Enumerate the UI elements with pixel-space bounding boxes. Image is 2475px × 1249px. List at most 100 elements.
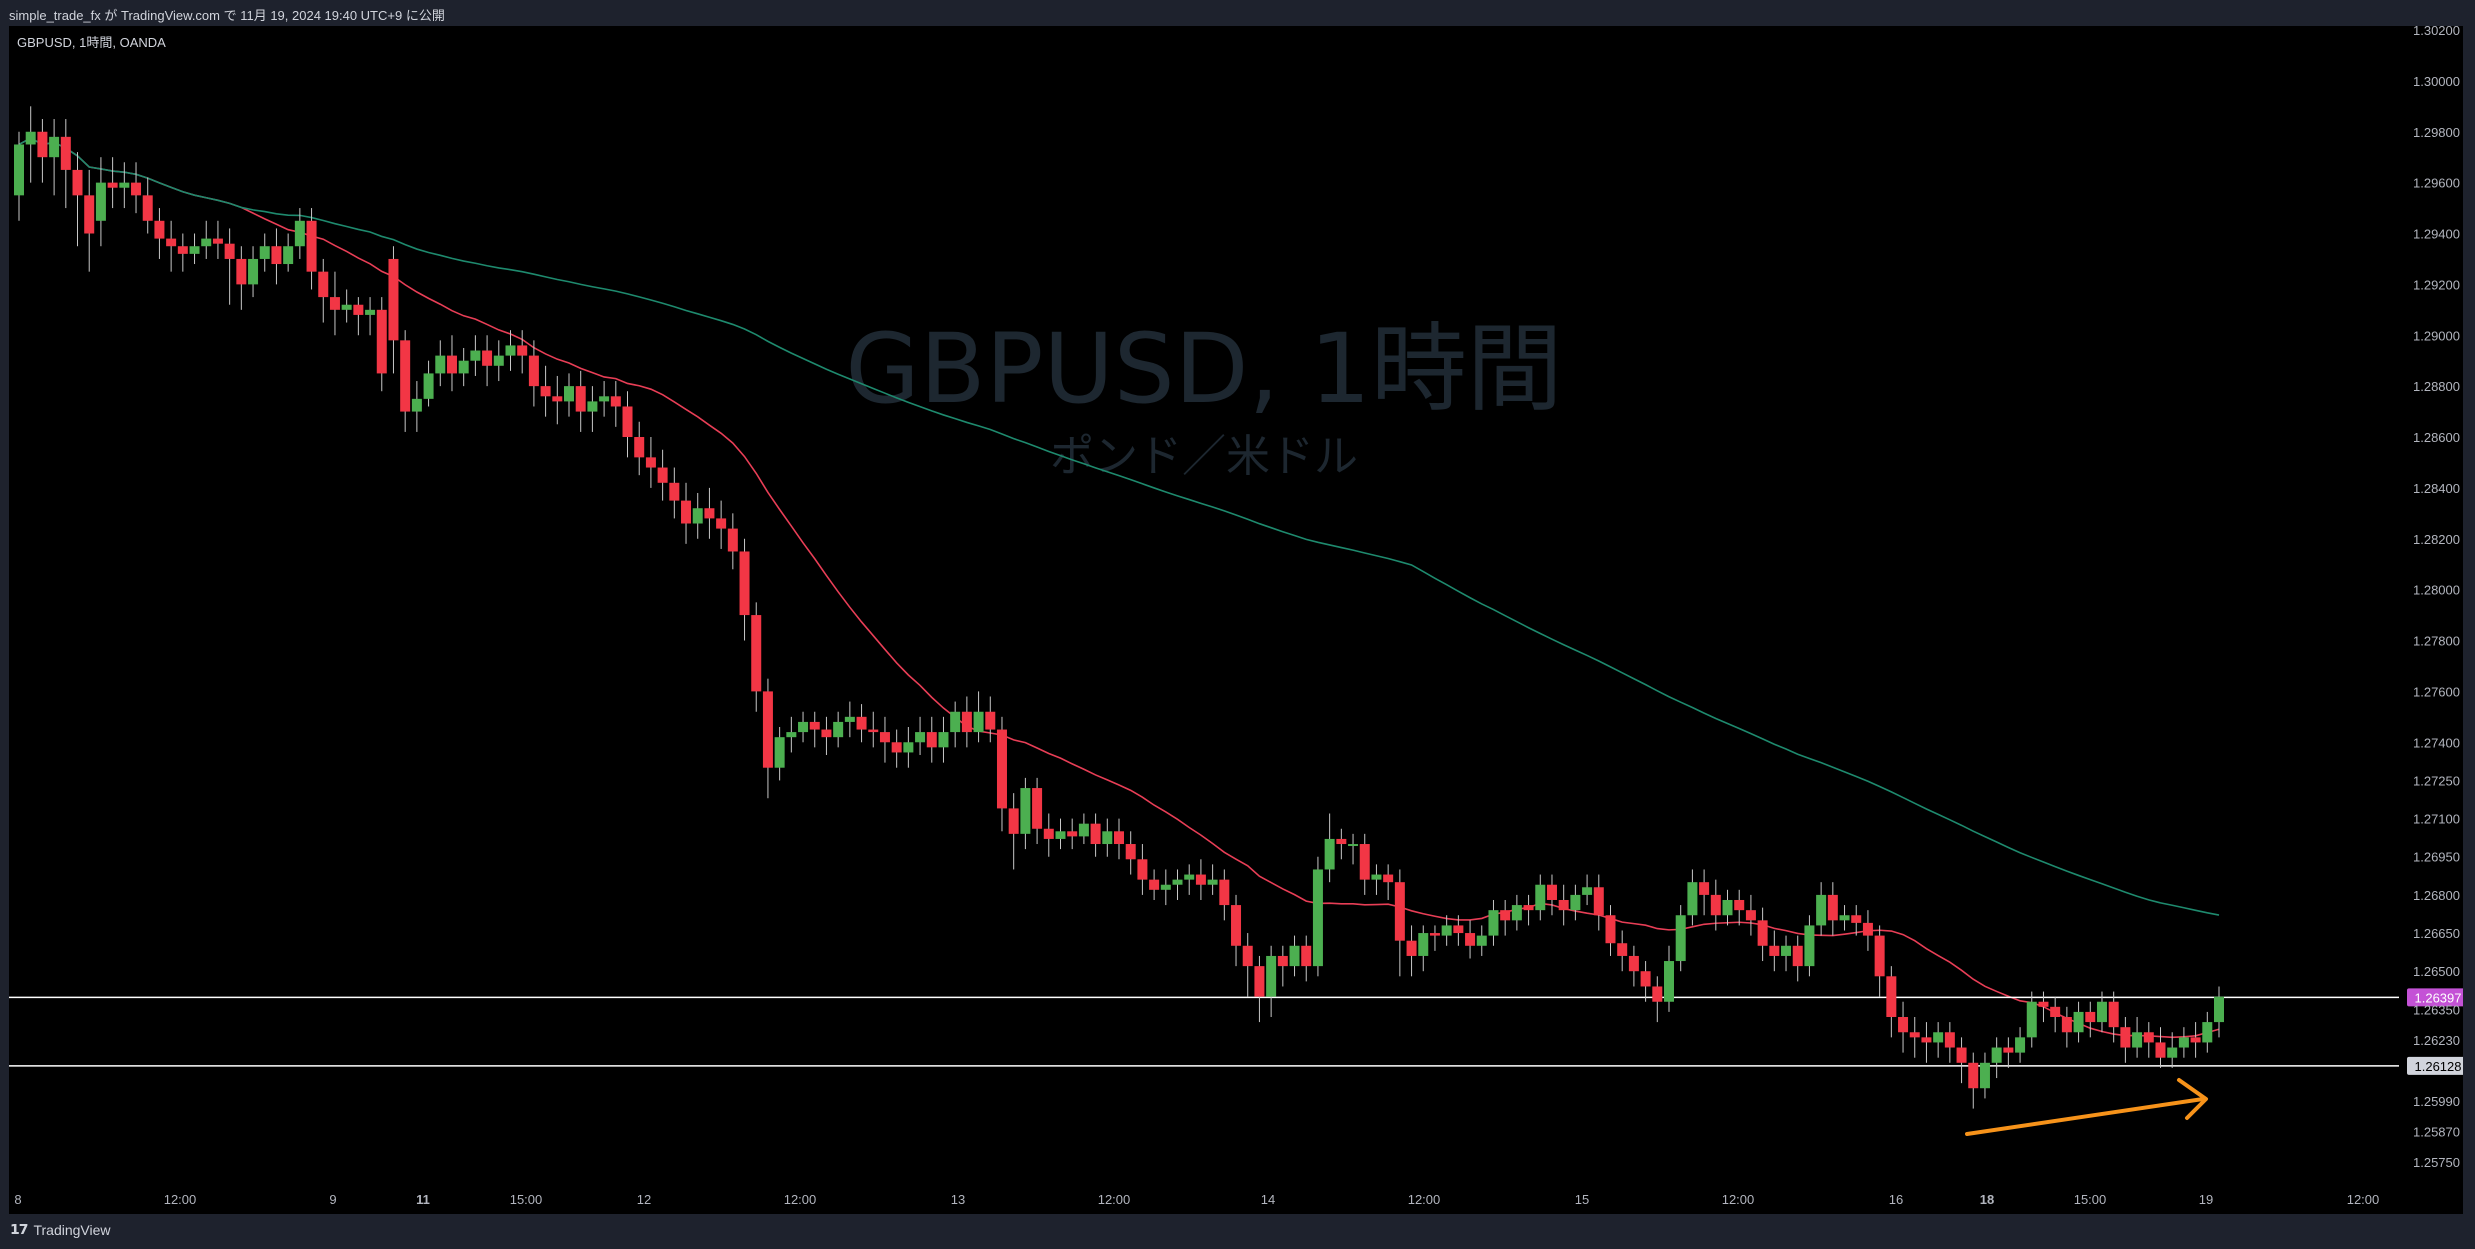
- candle-body: [2167, 1047, 2178, 1058]
- candle-body: [1862, 922, 1873, 936]
- candle-body: [1816, 894, 1827, 926]
- candle: [1710, 879, 1721, 931]
- candle: [2190, 1022, 2201, 1058]
- candle-body: [84, 195, 95, 234]
- candle-body: [2038, 1001, 2049, 1007]
- candle: [482, 335, 493, 387]
- candle: [1289, 935, 1300, 977]
- candle: [1605, 905, 1616, 956]
- candle-body: [107, 182, 118, 188]
- candle: [1804, 915, 1815, 977]
- candle: [1839, 905, 1850, 931]
- x-axis-tick-label: 12:00: [1098, 1192, 1131, 1207]
- candle-body: [482, 350, 493, 366]
- candle: [505, 330, 516, 371]
- candle-body: [903, 742, 914, 753]
- candle: [1956, 1037, 1967, 1084]
- candle: [1277, 945, 1288, 987]
- candle-body: [2108, 1001, 2119, 1028]
- candle-body: [1827, 894, 1838, 921]
- candle-body: [49, 136, 60, 158]
- candle: [517, 330, 528, 374]
- candle-body: [166, 238, 177, 247]
- candle-body: [1394, 882, 1405, 941]
- candle: [2050, 996, 2061, 1033]
- y-axis-tick-label: 1.27600: [2413, 684, 2460, 699]
- candle: [283, 233, 294, 272]
- candle: [1184, 864, 1195, 895]
- price-tag: [2407, 988, 2463, 1007]
- candle: [1465, 920, 1476, 959]
- candle-body: [1383, 874, 1394, 883]
- y-axis-tick-label: 1.29400: [2413, 227, 2460, 242]
- candle-body: [1231, 905, 1242, 946]
- candle-body: [1114, 831, 1124, 845]
- candle-body: [1535, 884, 1546, 911]
- x-axis-tick-label: 19: [2199, 1192, 2213, 1207]
- x-axis-tick-label: 18: [1980, 1192, 1994, 1207]
- candle: [72, 152, 83, 247]
- candle: [1991, 1037, 2002, 1079]
- candle: [762, 678, 773, 799]
- x-axis-tick-label: 12:00: [2347, 1192, 2380, 1207]
- candle-body: [1956, 1047, 1967, 1063]
- x-axis-tick-label: 14: [1261, 1192, 1275, 1207]
- candle-body: [131, 182, 142, 196]
- candle-body: [1488, 910, 1499, 936]
- candle-body: [1968, 1062, 1979, 1089]
- trend-arrow-head: [2177, 1078, 2208, 1120]
- y-axis-tick-label: 1.27400: [2413, 735, 2460, 750]
- candle: [1769, 930, 1780, 972]
- x-axis-tick-label: 12: [637, 1192, 651, 1207]
- y-axis-tick-label: 1.27800: [2413, 634, 2460, 649]
- candle-body: [681, 500, 692, 524]
- candle: [938, 716, 949, 763]
- candle-body: [224, 243, 235, 259]
- chart-panel[interactable]: GBPUSD, 1時間 ポンド／米ドル 1.26397 1.26128 1.3020…: [9, 26, 2463, 1214]
- candle: [388, 246, 399, 374]
- candle-body: [283, 246, 294, 265]
- candle: [1792, 935, 1803, 982]
- candle: [318, 258, 329, 323]
- candle-body: [2202, 1022, 2213, 1043]
- candle: [528, 340, 539, 407]
- candle-body: [236, 258, 247, 285]
- price-tag: [2407, 1056, 2463, 1075]
- candle-body: [259, 246, 270, 259]
- tradingview-brand[interactable]: 𝟭𝟳 TradingView: [10, 1221, 111, 1238]
- candle: [329, 271, 340, 336]
- candle-body: [1055, 831, 1066, 839]
- moving-average-slow-line: [18, 137, 2220, 916]
- candle-body: [411, 398, 422, 412]
- candle-body: [716, 518, 727, 529]
- candle: [201, 220, 212, 259]
- candle: [739, 538, 750, 641]
- candle-body: [2085, 1011, 2096, 1023]
- candle: [166, 220, 177, 272]
- candle: [423, 360, 434, 407]
- candle-body: [1991, 1047, 2002, 1063]
- candle: [1348, 833, 1359, 865]
- candle: [1652, 976, 1663, 1023]
- candle: [365, 297, 376, 336]
- candle-body: [1301, 945, 1312, 967]
- candle: [1160, 869, 1171, 906]
- candle: [681, 482, 692, 544]
- candle-body: [212, 238, 223, 244]
- candle: [2178, 1027, 2189, 1058]
- candle: [435, 340, 446, 387]
- candle-body: [1546, 884, 1557, 900]
- candle-body: [119, 182, 130, 188]
- candle-body: [692, 508, 703, 524]
- candle: [119, 162, 130, 209]
- candle-body: [388, 258, 399, 341]
- candle: [996, 716, 1007, 832]
- candle-body: [1933, 1032, 1944, 1043]
- candle: [1933, 1022, 1944, 1058]
- x-axis-tick-label: 12:00: [1408, 1192, 1441, 1207]
- candle-body: [1757, 920, 1768, 946]
- candle-body: [423, 373, 434, 399]
- trend-arrow-line: [1965, 1097, 2205, 1136]
- candle: [1242, 933, 1253, 997]
